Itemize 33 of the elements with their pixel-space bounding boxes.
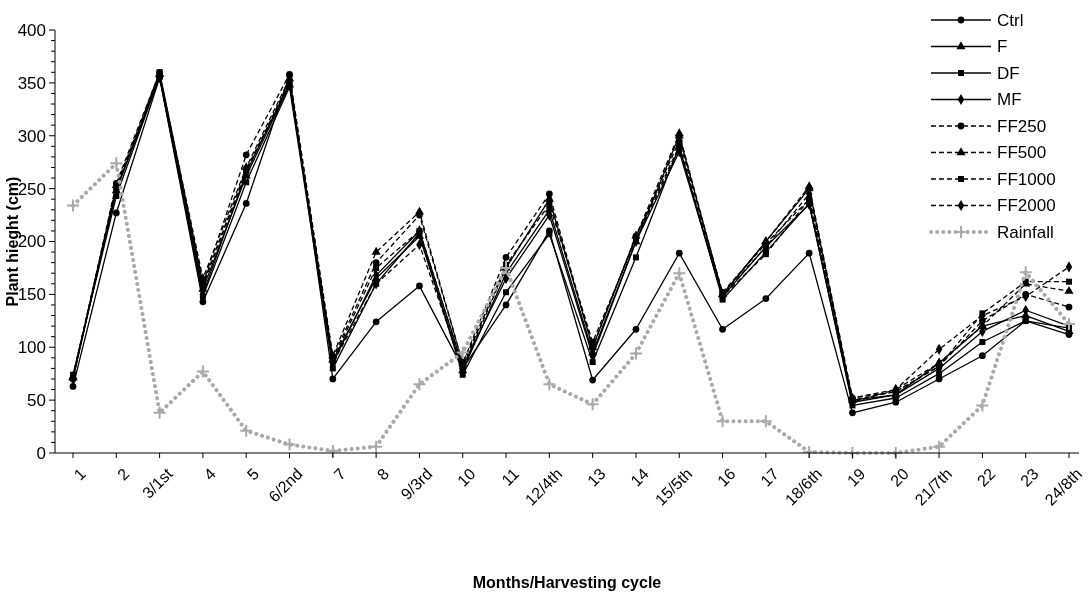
x-tick-label: 19 [843,464,869,490]
legend-label: FF1000 [997,169,1056,189]
x-tick-label: 13 [584,464,609,490]
x-tick-label: 4 [200,464,220,484]
legend-label: MF [997,90,1022,110]
legend-label: Rainfall [997,222,1054,242]
x-tick-label: 11 [498,464,523,489]
legend-label: Ctrl [997,10,1024,30]
x-tick-label: 5 [243,464,263,484]
legend-label: F [997,37,1008,57]
x-tick-label: 23 [1017,464,1042,490]
x-tick-label: 16 [714,464,739,490]
legend-label: FF250 [997,116,1047,136]
x-axis-title: Months/Harvesting cycle [472,574,662,591]
y-tick-label: 0 [36,443,46,463]
x-tick-label: 1 [70,464,90,484]
x-tick-label: 20 [887,464,912,490]
legend-label: DF [997,63,1020,83]
x-tick-label: 7 [330,464,349,484]
legend-label: FF500 [997,143,1047,163]
x-tick-label: 8 [373,464,393,484]
x-tick-label: 14 [627,464,653,490]
x-tick-label: 22 [973,464,999,490]
y-tick-label: 300 [17,126,46,146]
legend-label: FF2000 [997,196,1056,216]
y-tick-label: 100 [17,338,46,358]
x-tick-label: 10 [454,464,479,490]
y-tick-label: 50 [27,391,46,411]
y-tick-label: 150 [17,285,46,305]
y-tick-label: 350 [17,73,46,93]
y-tick-label: 400 [17,20,46,40]
x-tick-label: 17 [757,464,782,490]
x-tick-label: 2 [114,464,133,484]
